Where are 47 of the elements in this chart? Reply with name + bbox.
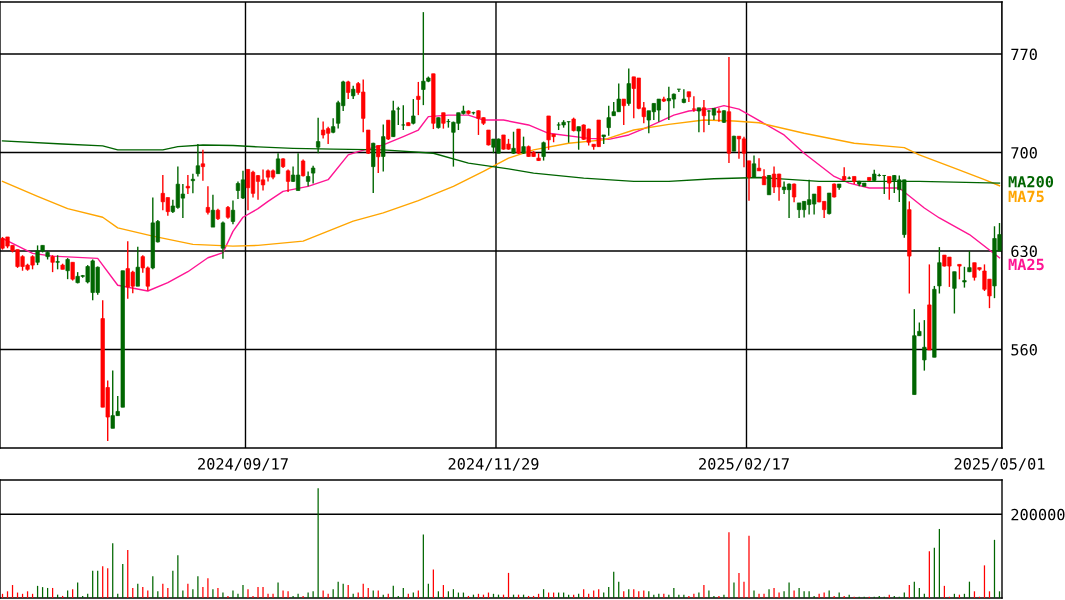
candlestick (887, 175, 892, 201)
candlestick (70, 261, 75, 282)
candlestick (932, 285, 937, 358)
series-label: MA25 (1008, 258, 1044, 271)
x-tick-label: 2024/09/17 (198, 458, 288, 471)
x-tick-label: 2024/11/29 (448, 458, 539, 471)
series-label: MA75 (1008, 190, 1044, 203)
y-tick-label: 200000 (1011, 508, 1065, 521)
candlestick (606, 104, 611, 137)
candlestick (511, 131, 516, 155)
candlestick (386, 119, 391, 141)
candlestick (431, 73, 436, 130)
candlestick (952, 271, 957, 315)
candlestick (391, 100, 396, 138)
candlestick (696, 107, 701, 133)
candlestick (366, 129, 371, 155)
candlestick (65, 257, 70, 280)
candlestick (541, 140, 546, 162)
candlestick (626, 67, 631, 107)
candlestick (661, 96, 666, 103)
y-tick-label: 630 (1011, 245, 1037, 258)
candlestick (867, 176, 872, 182)
candlestick (371, 141, 376, 194)
candlestick (376, 144, 381, 174)
x-tick-label: 2025/05/01 (954, 458, 1045, 471)
candlestick (346, 80, 351, 100)
candlestick (135, 246, 140, 287)
candlestick (691, 95, 696, 113)
y-tick-label: 560 (1011, 344, 1037, 356)
candlestick (516, 128, 521, 155)
candlestick (922, 319, 927, 372)
candlestick (411, 98, 416, 126)
candlestick (927, 263, 932, 351)
candlestick (621, 98, 626, 126)
line-series (1, 119, 1001, 247)
candlestick (937, 246, 942, 295)
y-tick-label: 770 (1011, 48, 1037, 61)
candlestick (907, 200, 912, 295)
candlestick (576, 125, 581, 151)
candlestick (416, 81, 421, 116)
candlestick (120, 270, 125, 408)
series-label: MA200 (1008, 175, 1054, 188)
x-tick-label: 2025/02/17 (699, 458, 789, 471)
candlestick (967, 250, 972, 273)
candlestick (962, 266, 967, 289)
candlestick (185, 174, 190, 195)
y-tick-label: 700 (1011, 147, 1037, 159)
